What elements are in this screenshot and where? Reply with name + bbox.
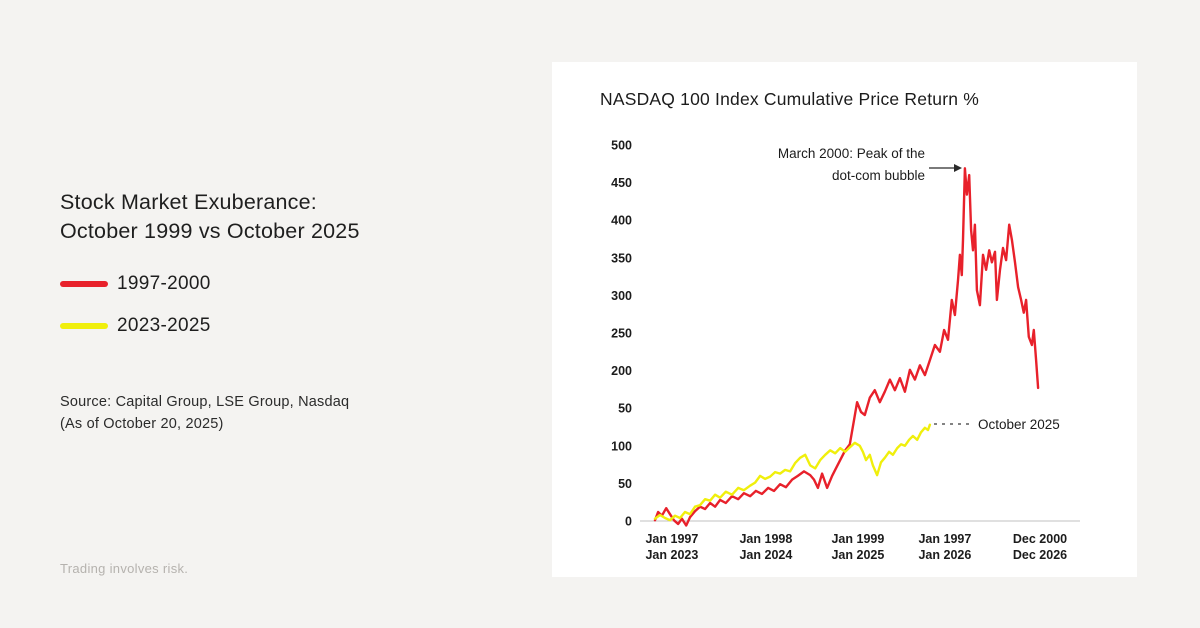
chart-card: 500 450 400 350 300 250 200 50 100 50 0 Jan 1997 Jan… (552, 62, 1137, 577)
legend-label: 1997-2000 (117, 273, 211, 294)
chart-title: NASDAQ 100 Index Cumulative Price Return… (600, 89, 979, 109)
x-tick-label-top: Jan 1997 (645, 532, 698, 546)
page-title-line1: Stock Market Exuberance: (60, 190, 317, 214)
legend-label: 2023-2025 (117, 315, 211, 336)
y-tick-label: 450 (611, 176, 632, 190)
source-line2: (As of October 20, 2025) (60, 416, 224, 432)
peak-annotation-line2: dot-com bubble (832, 168, 925, 183)
peak-annotation-arrowhead-icon (954, 164, 962, 172)
x-tick-label-bottom: Jan 2024 (739, 548, 792, 562)
x-tick-label-top: Jan 1997 (918, 532, 971, 546)
peak-annotation-line1: March 2000: Peak of the (778, 146, 925, 161)
y-tick-label: 500 (611, 139, 632, 153)
legend-swatch-yellow (60, 323, 108, 329)
series-line-2023-2025 (653, 423, 932, 522)
page-title: Stock Market Exuberance: October 1999 vs… (60, 188, 360, 246)
left-panel: Stock Market Exuberance: October 1999 vs… (60, 0, 520, 628)
source-text: Source: Capital Group, LSE Group, Nasdaq… (60, 391, 349, 435)
legend-swatch-red (60, 281, 108, 287)
x-tick-label-top: Dec 2000 (1013, 532, 1067, 546)
y-tick-label: 250 (611, 327, 632, 341)
x-tick-label-bottom: Jan 2023 (645, 548, 698, 562)
y-tick-label: 50 (618, 402, 632, 416)
y-tick-label: 200 (611, 364, 632, 378)
legend-item-1997-2000: 1997-2000 (60, 268, 211, 300)
legend-item-2023-2025: 2023-2025 (60, 310, 211, 342)
chart-legend: 1997-2000 2023-2025 (60, 268, 211, 352)
x-tick-label-top: Jan 1999 (831, 532, 884, 546)
y-tick-label: 0 (625, 515, 632, 529)
y-tick-label: 350 (611, 251, 632, 265)
x-tick-label-bottom: Jan 2025 (831, 548, 884, 562)
x-tick-label-bottom: Jan 2026 (918, 548, 971, 562)
x-tick-label-bottom: Dec 2026 (1013, 548, 1067, 562)
y-tick-label: 100 (611, 439, 632, 453)
y-tick-label: 50 (618, 477, 632, 491)
source-line1: Source: Capital Group, LSE Group, Nasdaq (60, 394, 350, 410)
page-title-line2: October 1999 vs October 2025 (60, 219, 360, 243)
series-line-1997-2000 (653, 167, 1040, 527)
october-annotation-label: October 2025 (978, 417, 1060, 432)
y-tick-label: 400 (611, 214, 632, 228)
y-tick-label: 300 (611, 289, 632, 303)
x-tick-label-top: Jan 1998 (739, 532, 792, 546)
risk-disclaimer: Trading involves risk. (60, 561, 189, 576)
